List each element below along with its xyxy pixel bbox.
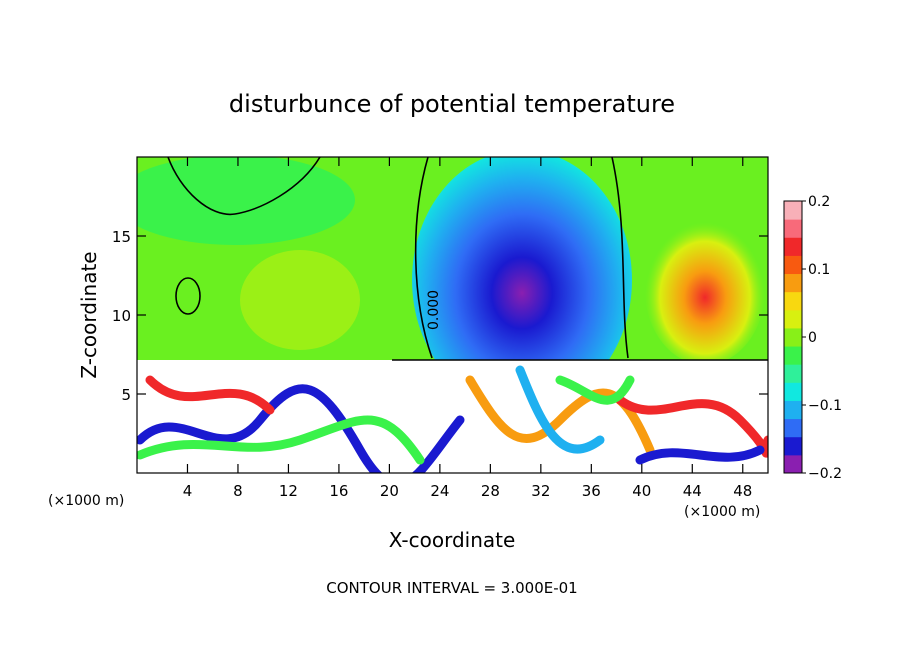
x-tick-label: 48	[733, 482, 752, 500]
colorbar-tick-label: −0.2	[808, 466, 842, 482]
lower-turbulent-bands	[137, 365, 768, 473]
colorbar-segment	[784, 201, 802, 220]
x-tick-label: 36	[582, 482, 601, 500]
colorbar-segment	[784, 219, 802, 238]
x-tick-label: 8	[233, 482, 243, 500]
x-tick-label: 32	[531, 482, 550, 500]
colorbar-segment	[784, 309, 802, 329]
x-unit-right: (×1000 m)	[684, 504, 760, 520]
y-tick-label: 15	[112, 228, 131, 246]
colorbar-segment	[784, 237, 802, 256]
zero-contours	[167, 157, 768, 361]
y-tick-label: 10	[112, 307, 131, 325]
colorbar-segment	[784, 436, 802, 456]
colorbar-segment	[784, 255, 802, 275]
contour-interval-note: CONTOUR INTERVAL = 3.000E-01	[326, 579, 577, 597]
cold-plume	[412, 157, 632, 410]
colorbar-tick-label: 0.1	[808, 262, 830, 278]
colorbar-tick-label: 0.2	[808, 194, 830, 210]
colorbar-segment	[784, 273, 802, 293]
colorbar-segment	[784, 327, 802, 347]
x-tick-label: 16	[329, 482, 348, 500]
x-tick-label: 40	[632, 482, 651, 500]
x-tick-label: 28	[481, 482, 500, 500]
y-axis-label: Z-coordinate	[77, 251, 101, 378]
y-tick-label: 5	[121, 386, 131, 404]
upper-left-green-region	[137, 157, 355, 245]
colorbar-tick-label: −0.1	[808, 398, 842, 414]
plot-field	[137, 157, 768, 473]
colorbar-tick-label: 0	[808, 330, 817, 346]
colorbar-segment	[784, 346, 802, 365]
x-tick-label: 12	[279, 482, 298, 500]
x-tick-label: 20	[380, 482, 399, 500]
colorbar-segment	[784, 364, 802, 383]
colorbar-segment	[784, 291, 802, 311]
x-tick-label: 44	[683, 482, 702, 500]
chart-title: disturbunce of potential temperature	[229, 90, 675, 118]
x-tick-label: 4	[183, 482, 193, 500]
x-axis-label: X-coordinate	[389, 528, 516, 552]
colorbar-segment	[784, 382, 802, 401]
x-tick-label: 24	[430, 482, 449, 500]
colorbar-segment	[784, 400, 802, 420]
colorbar-segment	[784, 454, 802, 474]
x-unit-left: (×1000 m)	[48, 493, 124, 509]
contour-label: 0.000	[426, 290, 442, 330]
colorbar-segment	[784, 418, 802, 438]
warm-region-right	[645, 215, 765, 365]
upper-mid-yellow-region	[240, 250, 360, 350]
colorbar: 0.2 0.1 0 −0.1 −0.2	[783, 194, 842, 482]
